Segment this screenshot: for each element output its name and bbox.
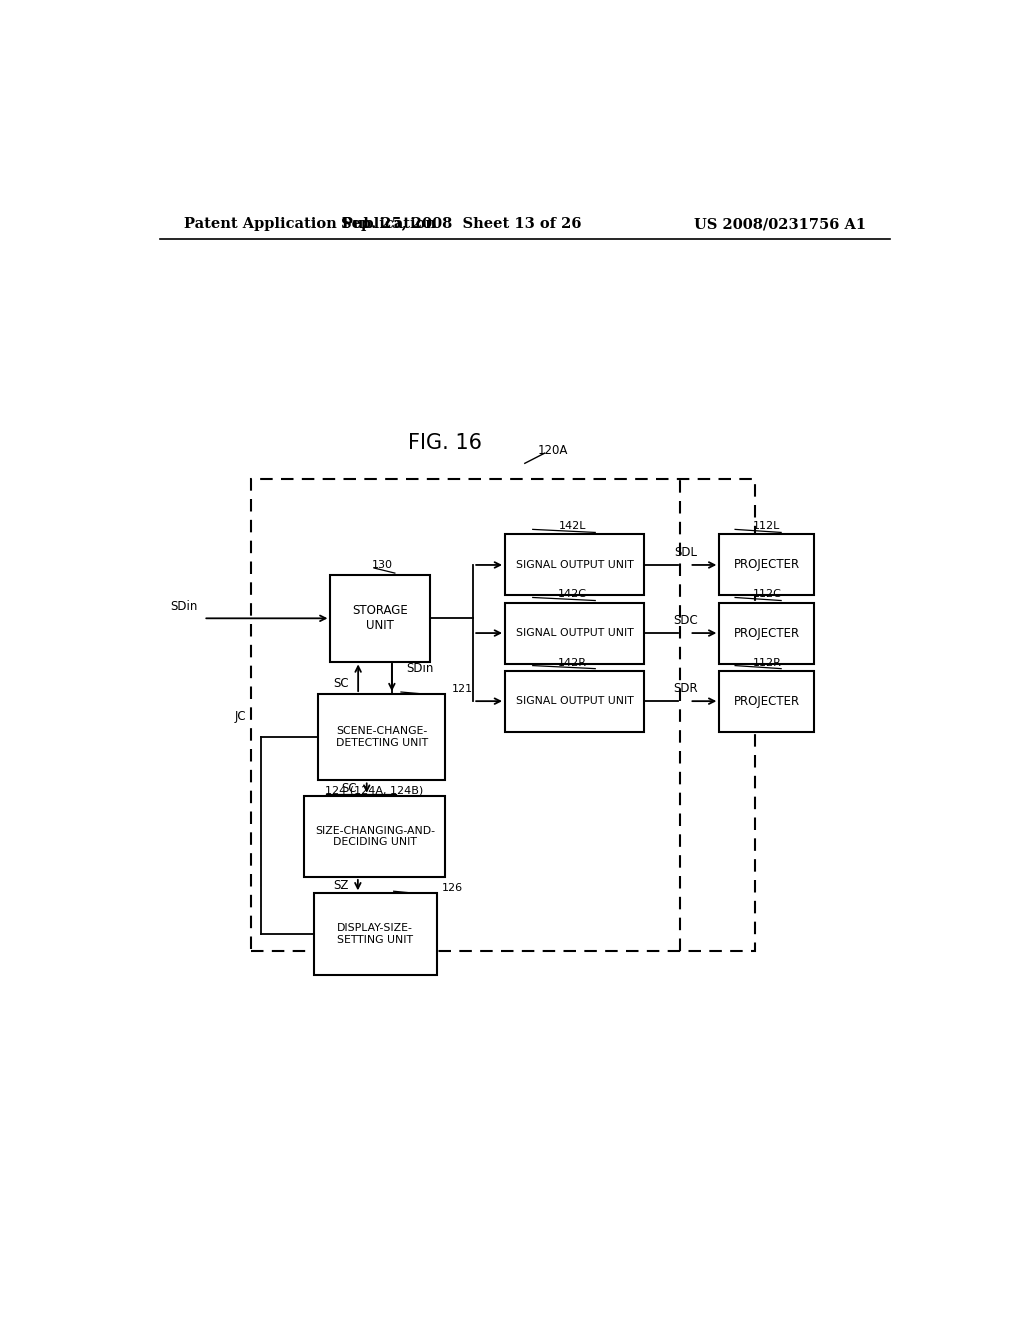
Bar	[719, 535, 814, 595]
Bar	[505, 671, 644, 731]
Text: 142R: 142R	[558, 657, 587, 668]
Text: SIGNAL OUTPUT UNIT: SIGNAL OUTPUT UNIT	[515, 696, 633, 706]
Text: 124 (124A, 124B): 124 (124A, 124B)	[325, 785, 423, 796]
Text: PROJECTER: PROJECTER	[734, 558, 800, 572]
Text: SDin: SDin	[170, 599, 198, 612]
Text: SC: SC	[333, 677, 348, 690]
Text: 126: 126	[441, 883, 463, 894]
Bar	[719, 671, 814, 731]
Bar	[719, 602, 814, 664]
Text: 121: 121	[452, 684, 473, 694]
Bar	[505, 602, 644, 664]
Text: SIGNAL OUTPUT UNIT: SIGNAL OUTPUT UNIT	[515, 628, 633, 638]
Text: SDR: SDR	[673, 682, 697, 696]
Text: PROJECTER: PROJECTER	[734, 694, 800, 708]
Text: STORAGE
UNIT: STORAGE UNIT	[352, 605, 408, 632]
Bar	[304, 796, 445, 876]
Text: FIG. 16: FIG. 16	[409, 433, 482, 453]
Text: 112R: 112R	[753, 657, 781, 668]
Text: SDC: SDC	[673, 614, 698, 627]
Text: 120A: 120A	[538, 444, 567, 457]
Text: 130: 130	[372, 560, 392, 570]
Text: SZ: SZ	[333, 879, 348, 891]
Bar	[313, 894, 436, 974]
Text: 112L: 112L	[754, 521, 780, 532]
Bar	[505, 535, 644, 595]
Text: Patent Application Publication: Patent Application Publication	[183, 218, 435, 231]
Bar	[331, 576, 430, 661]
Text: Sep. 25, 2008  Sheet 13 of 26: Sep. 25, 2008 Sheet 13 of 26	[341, 218, 582, 231]
Text: JC: JC	[234, 710, 246, 723]
Bar	[251, 479, 755, 952]
Text: US 2008/0231756 A1: US 2008/0231756 A1	[694, 218, 866, 231]
Text: SIGNAL OUTPUT UNIT: SIGNAL OUTPUT UNIT	[515, 560, 633, 570]
Bar	[318, 694, 445, 780]
Text: SCENE-CHANGE-
DETECTING UNIT: SCENE-CHANGE- DETECTING UNIT	[336, 726, 428, 748]
Text: SDin: SDin	[407, 663, 433, 675]
Text: 142C: 142C	[558, 590, 587, 599]
Text: 142L: 142L	[559, 521, 586, 532]
Text: SIZE-CHANGING-AND-
DECIDING UNIT: SIZE-CHANGING-AND- DECIDING UNIT	[314, 825, 435, 847]
Text: DISPLAY-SIZE-
SETTING UNIT: DISPLAY-SIZE- SETTING UNIT	[337, 923, 414, 945]
Text: 112C: 112C	[753, 590, 781, 599]
Text: SC: SC	[342, 781, 357, 795]
Text: SDL: SDL	[674, 546, 697, 560]
Text: PROJECTER: PROJECTER	[734, 627, 800, 640]
